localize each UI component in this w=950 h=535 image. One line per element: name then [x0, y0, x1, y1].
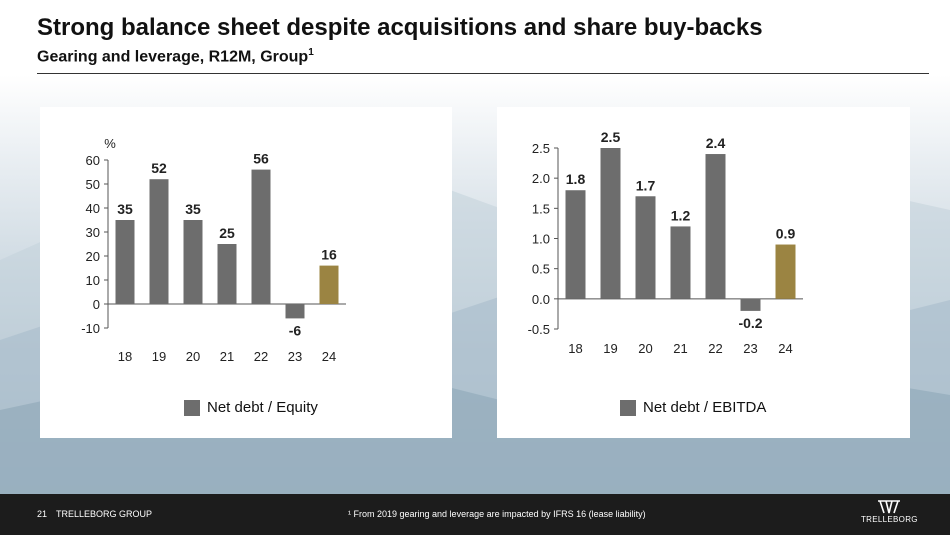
bar-value-label: 16	[321, 247, 337, 263]
x-tick-label: 20	[638, 341, 652, 356]
y-tick-label: 1.5	[532, 201, 550, 216]
y-tick-label: 30	[86, 225, 100, 240]
y-tick-label: 2.0	[532, 171, 550, 186]
y-tick-label: 1.0	[532, 232, 550, 247]
x-tick-label: 23	[288, 349, 302, 364]
bar	[635, 196, 656, 299]
x-tick-label: 21	[220, 349, 234, 364]
y-tick-label: -0.5	[528, 322, 550, 337]
x-tick-label: 23	[743, 341, 757, 356]
gearing-legend: Net debt / Equity	[184, 399, 318, 416]
title-divider	[37, 73, 929, 74]
footer-page-info: 21 TRELLEBORG GROUP	[37, 509, 152, 519]
subtitle-footnote-marker: 1	[308, 47, 314, 58]
bar-value-label: 56	[253, 151, 269, 167]
subtitle-text: Gearing and leverage, R12M, Group	[37, 48, 309, 66]
x-tick-label: 24	[322, 349, 336, 364]
legend-swatch	[620, 399, 636, 416]
bar	[183, 220, 203, 304]
legend-swatch	[184, 399, 200, 416]
bar	[600, 148, 621, 299]
y-tick-label: 50	[86, 177, 100, 192]
bar	[115, 220, 135, 304]
leverage-chart-panel: -0.5 0.0 0.5 1.0 1.5 2.0 2.5 1.8 18 2.5 19 1.7 20 1.2…	[497, 107, 910, 438]
footnote: ¹ From 2019 gearing and leverage are imp…	[348, 509, 646, 519]
x-tick-label: 24	[778, 341, 792, 356]
bar	[217, 244, 237, 304]
x-tick-label: 19	[152, 349, 166, 364]
x-tick-label: 19	[603, 341, 617, 356]
bar-value-label: 1.7	[636, 177, 656, 193]
bar-value-label: 35	[185, 201, 201, 217]
bar-value-label: 1.8	[566, 171, 586, 187]
y-tick-label: 0	[93, 297, 100, 312]
y-tick-label: -10	[81, 321, 100, 336]
x-tick-label: 22	[708, 341, 722, 356]
legend-label: Net debt / EBITDA	[643, 399, 767, 416]
logo-mark-icon	[878, 500, 900, 514]
bar	[285, 304, 305, 319]
y-axis-label: %	[104, 136, 116, 151]
y-tick-label: 60	[86, 153, 100, 168]
bar-value-label: -6	[289, 322, 302, 338]
trelleborg-logo: TRELLEBORG	[861, 500, 917, 532]
bar	[565, 190, 586, 299]
x-tick-label: 21	[673, 341, 687, 356]
bar-value-label: 0.9	[776, 226, 796, 242]
bar	[670, 226, 691, 299]
y-tick-label: 40	[86, 201, 100, 216]
x-tick-label: 18	[118, 349, 132, 364]
company-name: TRELLEBORG GROUP	[56, 509, 153, 519]
bar-value-label: 35	[117, 201, 133, 217]
bar	[740, 298, 761, 311]
y-tick-label: 20	[86, 249, 100, 264]
bar-value-label: 1.2	[671, 207, 691, 223]
page-subtitle: Gearing and leverage, R12M, Group1	[37, 47, 314, 66]
y-tick-label: 0.0	[532, 292, 550, 307]
bar-value-label: -0.2	[738, 315, 762, 331]
leverage-chart: -0.5 0.0 0.5 1.0 1.5 2.0 2.5 1.8 18 2.5 19 1.7 20 1.2…	[528, 129, 803, 356]
bar	[775, 244, 796, 299]
legend-label: Net debt / Equity	[207, 399, 318, 416]
bar	[705, 154, 726, 299]
page-number: 21	[37, 509, 48, 519]
x-tick-label: 20	[186, 349, 200, 364]
page-title: Strong balance sheet despite acquisition…	[37, 14, 763, 41]
y-tick-label: 10	[86, 273, 100, 288]
gearing-chart: -10 0 10 20 30 40 50 60% 35 18 52 19 35 20 25 21 56 22 -6 2…	[81, 136, 346, 364]
bar-value-label: 25	[219, 225, 235, 241]
gearing-chart-panel: -10 0 10 20 30 40 50 60% 35 18 52 19 35 20 25 21 56 22 -6 2…	[40, 107, 452, 438]
leverage-legend: Net debt / EBITDA	[620, 399, 766, 416]
bar	[319, 265, 339, 304]
bar	[149, 179, 169, 304]
bar	[251, 169, 271, 304]
bar-value-label: 52	[151, 160, 167, 176]
y-tick-label: 0.5	[532, 262, 550, 277]
bar-value-label: 2.5	[601, 129, 621, 145]
bar-value-label: 2.4	[706, 135, 726, 151]
y-tick-label: 2.5	[532, 141, 550, 156]
x-tick-label: 18	[568, 341, 582, 356]
footer: 21 TRELLEBORG GROUP ¹ From 2019 gearing a…	[0, 494, 950, 535]
x-tick-label: 22	[254, 349, 268, 364]
logo-wordmark: TRELLEBORG	[861, 515, 918, 524]
